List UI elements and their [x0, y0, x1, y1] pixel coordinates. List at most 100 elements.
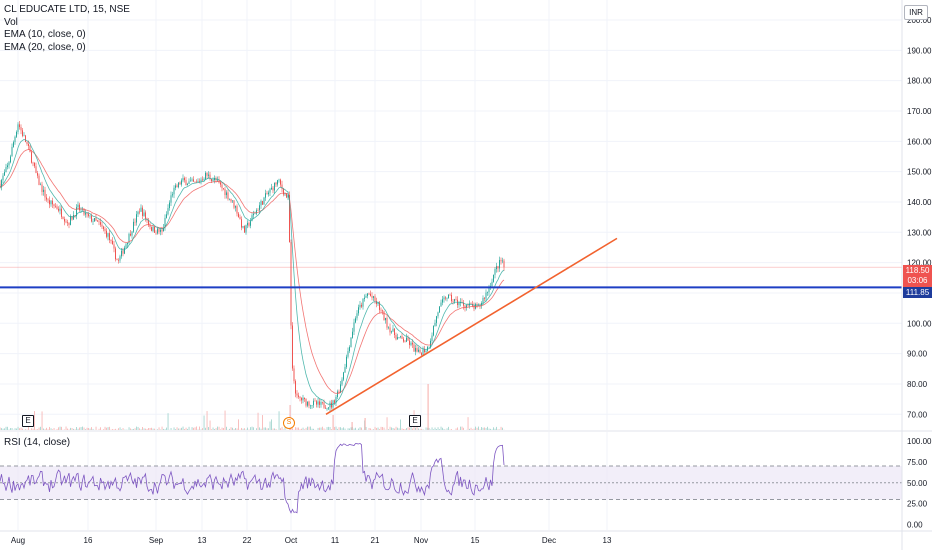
volume-bar — [302, 427, 304, 430]
candle-body — [293, 368, 295, 382]
candle-body — [359, 304, 361, 308]
candle-body — [383, 311, 385, 321]
candle-body — [431, 335, 433, 341]
volume-bar — [451, 429, 452, 430]
candle-body — [419, 349, 421, 353]
candle-body — [13, 142, 14, 147]
candle-body — [238, 213, 239, 218]
volume-bar — [226, 426, 227, 430]
volume-bar — [194, 427, 196, 430]
volume-bar — [209, 420, 211, 430]
candle-body — [34, 162, 35, 167]
volume-bar — [224, 410, 226, 430]
ema20-line — [0, 149, 505, 394]
candle-body — [55, 206, 56, 207]
legend-ema20[interactable]: EMA (20, close, 0) — [4, 41, 86, 53]
split-event-icon[interactable]: S — [283, 417, 295, 429]
candle-body — [65, 221, 67, 223]
volume-bar — [401, 428, 403, 430]
candle-body — [16, 131, 17, 137]
volume-bar — [377, 427, 379, 430]
candle-body — [347, 351, 349, 357]
candle-body — [205, 172, 206, 180]
volume-bar — [31, 428, 32, 430]
candle-body — [58, 208, 59, 211]
candle-body — [77, 204, 79, 208]
volume-bar — [38, 427, 40, 430]
volume-bar — [200, 429, 202, 430]
volume-bar — [50, 428, 52, 430]
volume-bar — [221, 427, 223, 430]
volume-bar — [95, 426, 97, 430]
volume-bar — [32, 428, 34, 430]
volume-bar — [250, 427, 251, 430]
candle-body — [295, 381, 296, 394]
legend-vol[interactable]: Vol — [4, 16, 18, 28]
volume-bar — [296, 427, 298, 430]
volume-bar — [304, 429, 305, 430]
candle-body — [452, 301, 454, 302]
candle-body — [32, 162, 34, 164]
candle-body — [107, 233, 109, 237]
legend-rsi[interactable]: RSI (14, close) — [4, 437, 71, 448]
volume-bar — [139, 428, 140, 430]
candle-body — [356, 313, 358, 319]
volume-bar — [338, 427, 340, 430]
volume-bar — [28, 426, 29, 430]
candle-body — [454, 299, 455, 302]
candle-body — [152, 226, 154, 231]
candle-body — [368, 293, 370, 295]
symbol-title[interactable]: CL EDUCATE LTD, 15, NSE — [4, 4, 130, 15]
candle-body — [440, 302, 442, 307]
volume-bar — [248, 429, 250, 430]
x-tick-label: Oct — [285, 536, 298, 545]
candle-body — [446, 298, 448, 299]
candle-body — [227, 192, 229, 200]
candle-body — [170, 195, 172, 203]
candle-body — [350, 337, 352, 348]
volume-bar — [259, 427, 260, 430]
candle-body — [397, 337, 398, 340]
volume-bar — [92, 428, 94, 430]
candle-body — [239, 217, 241, 220]
rsi-tick-label: 100.00 — [907, 437, 932, 446]
volume-bar — [128, 427, 130, 430]
volume-bar — [268, 428, 269, 430]
candle-body — [463, 302, 464, 306]
currency-button[interactable]: INR — [904, 5, 928, 20]
candle-body — [140, 207, 142, 212]
drawn-lines[interactable] — [0, 237, 902, 415]
volume-bar — [295, 427, 296, 430]
candle-body — [364, 297, 365, 299]
candle-body — [206, 172, 208, 176]
volume-bar — [389, 426, 391, 430]
candle-body — [155, 232, 157, 234]
candle-body — [268, 192, 269, 195]
volume-bar — [404, 429, 406, 430]
volume-bar — [253, 427, 254, 430]
candle-body — [439, 306, 440, 313]
candle-body — [416, 348, 418, 352]
candle-body — [329, 402, 331, 408]
y-tick-label: 70.00 — [907, 410, 928, 419]
candle-body — [161, 229, 163, 232]
candle-body — [209, 174, 211, 179]
earnings-event-icon[interactable]: E — [22, 415, 34, 427]
volume-bar — [448, 426, 449, 430]
volume-bar — [278, 411, 280, 430]
volume-bar — [188, 426, 190, 430]
candle-body — [178, 182, 179, 188]
volume-bar — [275, 428, 277, 430]
candle-body — [388, 327, 389, 329]
volume-bar — [335, 426, 337, 430]
earnings-event-icon-2[interactable]: E — [409, 415, 421, 427]
x-tick-label: 16 — [84, 536, 93, 545]
candle-body — [496, 266, 497, 270]
candle-body — [88, 214, 89, 216]
legend-ema10[interactable]: EMA (10, close, 0) — [4, 29, 86, 40]
volume-bar — [118, 428, 119, 430]
volume-bar — [133, 428, 134, 430]
volume-bar — [341, 428, 343, 430]
